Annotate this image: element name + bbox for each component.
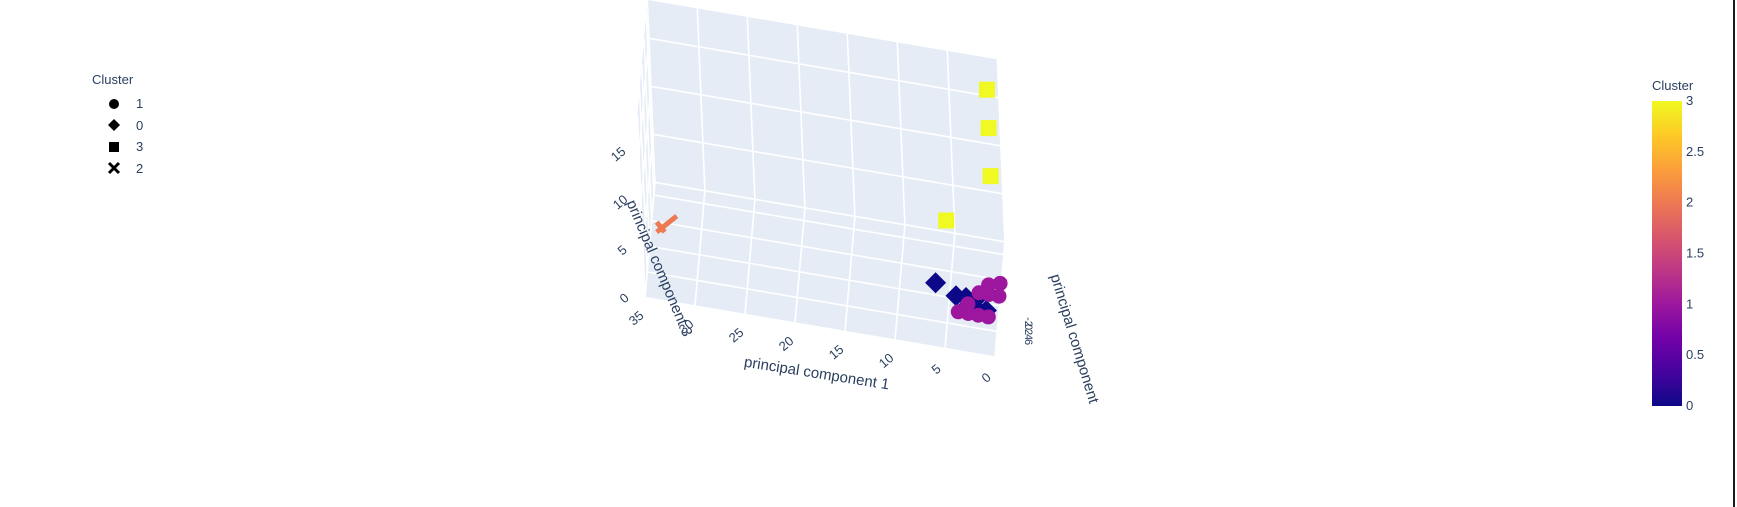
grid-x-wall <box>746 16 756 200</box>
x-tick-label: 0 <box>979 369 994 385</box>
data-point-circle <box>991 288 1007 304</box>
grid-z-backwall <box>648 37 1000 99</box>
colorbar-ticks: 0 0.5 1 1.5 2 2.5 3 <box>1686 93 1704 413</box>
x-tick-label: 15 <box>826 342 847 363</box>
colorbar-tick-label: 1.5 <box>1686 246 1704 261</box>
colorbar-tick-label: 0 <box>1686 398 1693 413</box>
grid-z-leftwall <box>644 182 656 298</box>
grid-x-floor <box>744 199 756 315</box>
legend-item-label: 3 <box>136 139 144 155</box>
diamond-symbol-icon <box>108 119 120 132</box>
gridlines <box>636 0 1006 358</box>
legend-item-label: 2 <box>136 160 144 176</box>
z-tick-label: 5 <box>615 242 630 258</box>
data-markers <box>654 81 1008 325</box>
legend-item[interactable]: 2 <box>92 158 143 180</box>
grid-z-leftwall <box>640 86 652 202</box>
back-wall-pane <box>647 0 1005 242</box>
colorbar-tick-label: 2 <box>1686 195 1693 210</box>
grid-x-wall <box>796 25 806 208</box>
y-axis-title: principal component <box>1047 272 1103 406</box>
grid-y-floor <box>644 296 996 358</box>
legend-item-label: 1 <box>136 96 144 112</box>
grid-x-wall <box>946 50 956 234</box>
x-tick-label: 5 <box>929 361 944 377</box>
data-point-circle <box>960 296 976 312</box>
z-tick-label: 0 <box>617 290 632 306</box>
grid-y-floor <box>653 194 1004 256</box>
y-tick-label: 4 <box>1022 334 1034 340</box>
data-point-square <box>982 168 999 185</box>
colorbar-title: Cluster <box>1652 78 1694 93</box>
data-point-diamond <box>925 272 947 294</box>
grid-x-wall <box>896 42 906 225</box>
colorbar-tick-label: 3 <box>1686 93 1693 108</box>
scene-panes <box>637 0 1005 357</box>
y-tick-label: 6 <box>1022 339 1034 345</box>
data-point-square <box>980 120 997 137</box>
floor-pane <box>645 182 1005 357</box>
x-tick-label: 10 <box>876 350 897 371</box>
x-tick-label: 20 <box>776 333 797 354</box>
legend: Cluster 1 0 3 2 <box>92 72 143 179</box>
data-point-circle <box>980 309 996 325</box>
grid-x-floor <box>944 233 956 349</box>
x-symbol-icon <box>107 162 121 175</box>
grid-x-floor <box>844 216 856 332</box>
grid-z-backwall <box>654 181 1006 243</box>
legend-item[interactable]: 0 <box>92 115 143 137</box>
colorbar-tick-label: 0.5 <box>1686 347 1704 362</box>
x-tick-label: 25 <box>726 325 747 346</box>
grid-z-backwall <box>652 133 1004 195</box>
x-tick-label: 35 <box>626 308 647 329</box>
grid-z-backwall <box>650 85 1002 147</box>
y-tick-label: 0 <box>1022 324 1034 330</box>
data-point-square <box>979 81 995 98</box>
circle-symbol-icon <box>109 98 119 109</box>
grid-x-floor <box>694 190 706 307</box>
z-tick-label: 15 <box>608 144 629 165</box>
y-tick-label: 2 <box>1022 329 1034 335</box>
colorbar-tick-label: 1 <box>1686 296 1693 311</box>
colorbar <box>1652 101 1682 406</box>
data-point-circle <box>992 275 1008 291</box>
window-edge-divider <box>1733 0 1735 507</box>
data-point-circle <box>981 277 997 293</box>
grid-x-wall <box>996 59 1006 242</box>
legend-item-label: 0 <box>136 117 144 133</box>
data-point-square <box>938 212 955 229</box>
grid-x-wall <box>696 8 706 191</box>
grid-y-floor <box>651 219 1002 281</box>
legend-item[interactable]: 1 <box>92 93 143 115</box>
grid-x-floor <box>894 224 906 341</box>
square-symbol-icon <box>109 141 119 152</box>
data-point-x <box>654 214 679 235</box>
legend-title: Cluster <box>92 72 134 87</box>
grid-x-floor <box>794 207 806 324</box>
grid-y-wall <box>636 115 646 298</box>
grid-y-floor <box>649 245 1000 307</box>
legend-items: 1 0 3 2 <box>92 93 143 179</box>
y-tick-label: -2 <box>1022 317 1034 327</box>
grid-x-wall <box>846 33 856 217</box>
grid-y-floor <box>647 271 998 333</box>
grid-z-leftwall <box>642 134 654 250</box>
colorbar-tick-label: 2.5 <box>1686 144 1704 159</box>
grid-z-leftwall <box>638 38 650 154</box>
legend-item[interactable]: 3 <box>92 136 143 158</box>
x-axis-title: principal component 1 <box>743 354 891 394</box>
